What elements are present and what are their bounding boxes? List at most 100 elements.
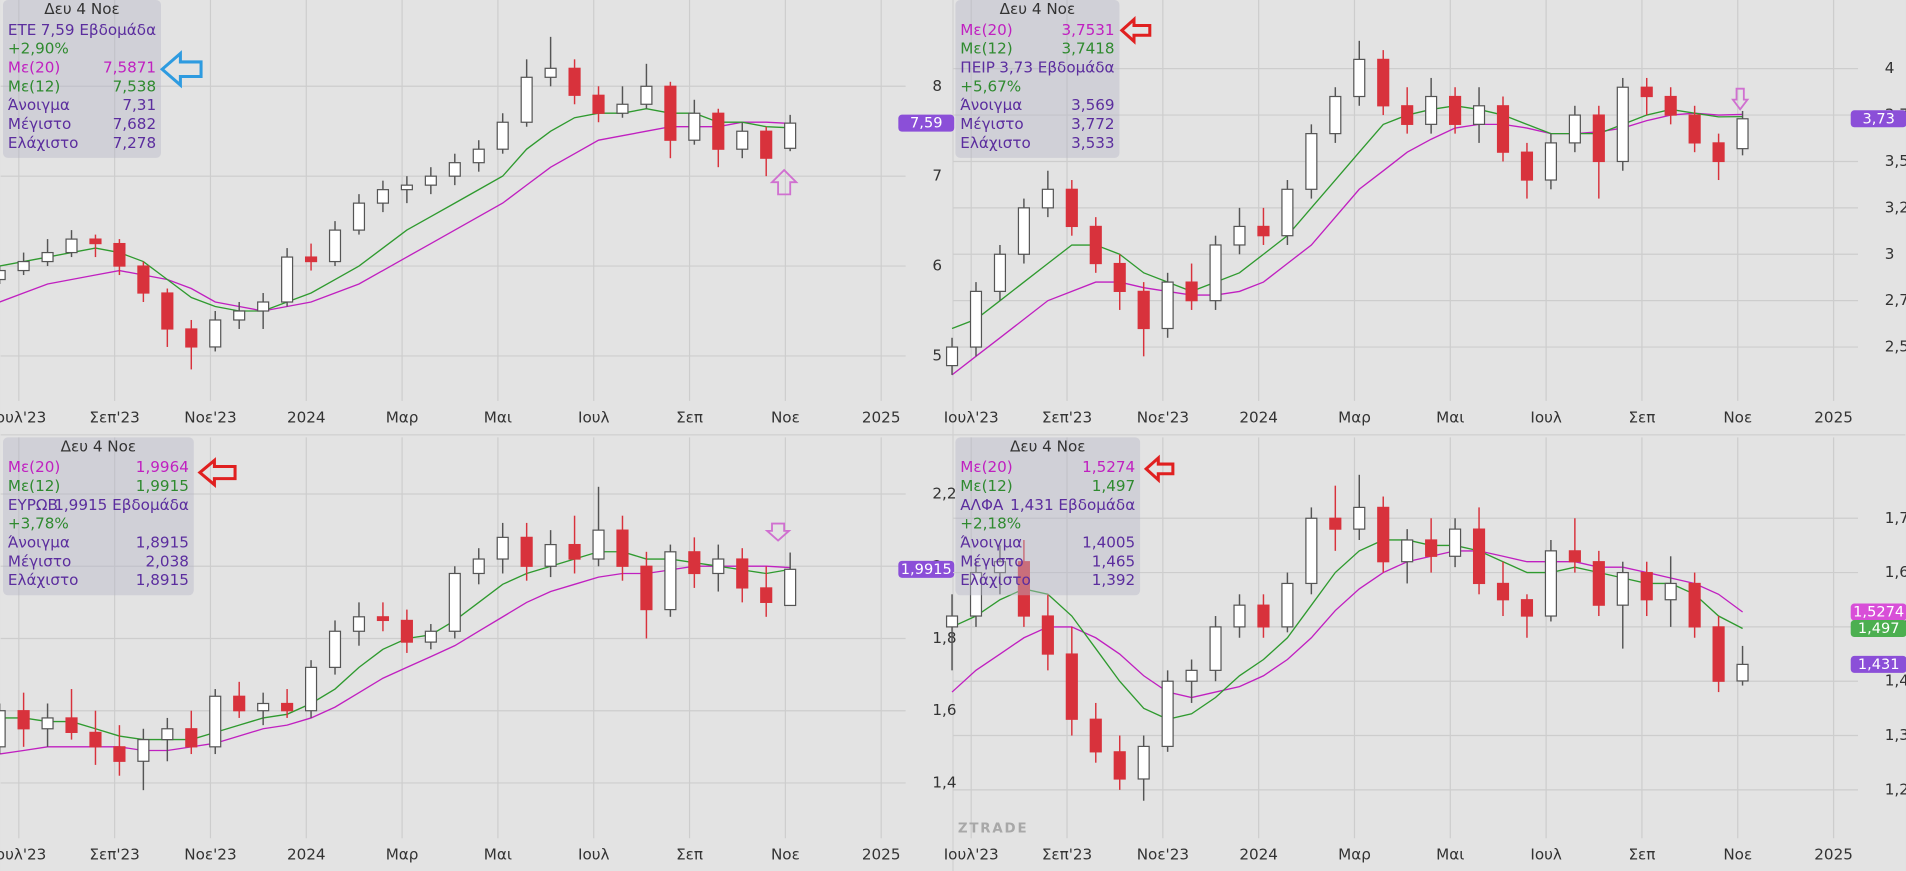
candle-body — [1401, 539, 1414, 563]
candle-body — [736, 558, 749, 589]
candle-body — [1712, 142, 1725, 163]
info-panel — [3, 0, 161, 158]
candle-body — [1592, 561, 1605, 606]
candle-body — [89, 731, 102, 748]
info-label: Ελάχιστο — [960, 571, 1031, 589]
candle-body — [1089, 718, 1102, 753]
candle-body — [209, 319, 222, 348]
y-tick-label: 2,75 — [1885, 291, 1906, 309]
price-badge — [898, 560, 955, 578]
candle-body — [568, 67, 581, 96]
y-tick-label: 3 — [1885, 245, 1895, 263]
candle-body — [993, 253, 1007, 292]
candle-body — [0, 710, 6, 748]
candle-body — [1664, 582, 1677, 601]
candle-body — [568, 543, 581, 560]
x-tick-label: Σεπ — [1628, 846, 1655, 864]
candle-body — [616, 103, 629, 114]
candle-body — [113, 242, 126, 267]
info-value: 3,7531 — [1061, 21, 1114, 39]
candle-body — [41, 717, 54, 730]
signal-arrow — [769, 168, 799, 196]
info-value: 1,9915 — [136, 477, 189, 495]
x-tick-label: 2025 — [862, 846, 901, 864]
candle-body — [1401, 105, 1414, 125]
pointer-arrow — [1119, 16, 1152, 45]
x-tick-label: Νοε — [771, 408, 800, 426]
candle-body — [400, 619, 413, 643]
info-label: +3,78% — [8, 515, 69, 533]
info-value: 7,5871 — [103, 59, 156, 77]
y-tick-label: 1,2 — [1885, 780, 1906, 798]
info-label: ΠΕΙΡ — [960, 59, 995, 77]
candle-body — [592, 94, 605, 114]
price-badge — [1850, 655, 1906, 673]
info-value: 1,431 Εβδομάδα — [1010, 496, 1135, 514]
x-tick-label: Ιουλ'23 — [0, 846, 46, 864]
candle-body — [1281, 582, 1294, 628]
pointer-arrow — [197, 457, 237, 488]
x-tick-label: Σεπ'23 — [89, 846, 139, 864]
y-tick-label: 1,6 — [932, 701, 956, 719]
candle-body — [65, 717, 78, 733]
x-tick-label: Μαρ — [1338, 408, 1371, 426]
moving-average-line — [0, 108, 791, 312]
info-date: Δευ 4 Νοε — [44, 0, 120, 18]
candle-body — [1425, 95, 1438, 125]
watermark: ZTRADE — [958, 821, 1029, 836]
info-date: Δευ 4 Νοε — [1000, 0, 1076, 18]
moving-average-line — [0, 121, 791, 312]
x-tick-label: Ιουλ — [1530, 846, 1562, 864]
candle-body — [0, 269, 6, 281]
x-tick-label: 2025 — [1814, 846, 1853, 864]
candle-body — [945, 346, 959, 367]
candle-body — [544, 67, 557, 78]
info-label: Άνοιγμα — [8, 96, 70, 114]
candle-body — [281, 256, 294, 303]
candle-body — [640, 85, 653, 105]
candle-body — [304, 256, 318, 263]
candle-body — [1305, 133, 1318, 190]
info-label: Άνοιγμα — [960, 96, 1022, 114]
y-tick-label: 5 — [932, 346, 942, 364]
candle-body — [1113, 751, 1126, 780]
y-tick-label: 3,25 — [1885, 198, 1906, 216]
candle-body — [233, 695, 246, 712]
price-badge-label: 1,9915 — [901, 561, 952, 578]
candle-body — [448, 162, 461, 177]
candle-body — [1472, 528, 1486, 585]
info-label: +2,90% — [8, 40, 69, 58]
moving-average-line — [0, 551, 791, 741]
candle-body — [1185, 669, 1198, 682]
candle-body — [969, 571, 983, 617]
candle-body — [424, 175, 437, 186]
x-tick-label: Ιουλ — [1530, 408, 1562, 426]
info-label: Με(12) — [8, 477, 60, 495]
x-tick-label: Σεπ — [676, 408, 703, 426]
x-tick-label: Μαι — [484, 408, 512, 426]
candle-body — [1425, 539, 1438, 557]
x-tick-label: Νοε — [1723, 846, 1752, 864]
info-label: Με(20) — [960, 458, 1012, 476]
candle-body — [712, 558, 725, 575]
candle-body — [1544, 142, 1557, 181]
info-value: 1,5274 — [1082, 458, 1135, 476]
x-tick-label: Ιουλ'23 — [944, 408, 999, 426]
candle-body — [137, 265, 150, 294]
x-tick-label: 2024 — [287, 846, 326, 864]
candle-body — [1041, 615, 1054, 655]
candle-body — [1449, 95, 1462, 125]
info-value: 7,682 — [113, 115, 156, 133]
candle-body — [41, 251, 54, 263]
info-label: Με(12) — [960, 40, 1012, 58]
candle-body — [1688, 114, 1701, 144]
candle-body — [1281, 188, 1294, 237]
y-tick-label: 7 — [932, 167, 942, 185]
candle-body — [1640, 86, 1653, 98]
candle-body — [209, 695, 222, 748]
candle-body — [712, 112, 725, 150]
candle-body — [1065, 188, 1078, 228]
candle-body — [945, 615, 959, 628]
